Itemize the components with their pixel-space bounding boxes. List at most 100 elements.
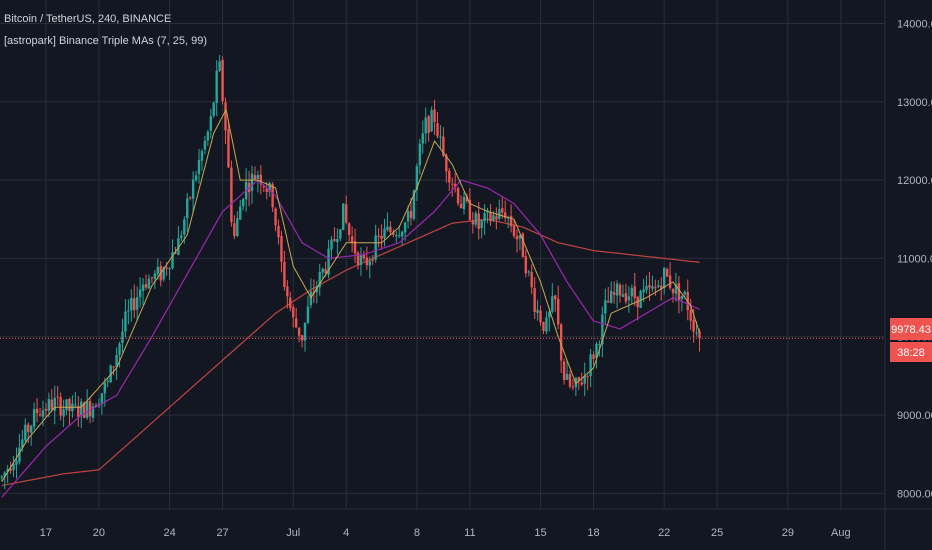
candle-body — [383, 228, 386, 239]
x-tick-label: 18 — [587, 527, 599, 539]
candle-body — [677, 282, 681, 301]
candle-body — [495, 216, 498, 220]
candle-body — [321, 268, 324, 273]
candle-body — [592, 354, 595, 360]
candle-body — [306, 306, 310, 323]
x-tick-label: 4 — [343, 527, 349, 539]
candle-body — [586, 376, 589, 378]
candle-body — [698, 331, 701, 339]
candle-body — [633, 286, 636, 298]
candle-body — [271, 184, 274, 208]
candle-body — [283, 261, 286, 287]
candle-body — [18, 447, 21, 462]
candle-body — [536, 309, 539, 313]
candle-body — [38, 414, 42, 416]
candle-body — [353, 241, 357, 254]
candle-body — [671, 288, 675, 294]
price-axis[interactable]: 8000.009000.0010000.0011000.0012000.0013… — [897, 18, 932, 500]
price-badge: 9978.43 38:28 — [890, 318, 932, 362]
candle-body — [324, 269, 327, 274]
y-tick-label: 13000.00 — [897, 97, 932, 109]
candle-body — [471, 220, 475, 225]
candle-body — [9, 468, 12, 471]
candle-body — [94, 405, 98, 407]
x-tick-label: 24 — [163, 527, 175, 539]
candle-body — [521, 233, 525, 258]
candle-body — [191, 179, 195, 199]
candle-body — [695, 332, 698, 334]
x-tick-label: 20 — [93, 527, 105, 539]
candle-body — [336, 238, 339, 243]
candle-body — [162, 267, 165, 280]
candle-body — [409, 210, 413, 219]
candle-body — [350, 236, 354, 243]
indicator-title[interactable]: [astropark] Binance Triple MAs (7, 25, 9… — [4, 35, 207, 47]
candle-body — [206, 131, 210, 141]
candle-body — [342, 203, 345, 230]
candle-body — [44, 408, 48, 411]
candle-body — [492, 215, 495, 220]
price-badge-timer: 38:28 — [897, 347, 925, 359]
candle-body — [424, 117, 427, 134]
candle-body — [509, 215, 513, 227]
time-axis[interactable]: 17 20 24 27 Jul 4 8 11 15 18 22 25 29 Aug — [40, 527, 851, 539]
candle-body — [144, 284, 148, 288]
candle-body — [415, 165, 419, 190]
candle-body — [68, 398, 71, 412]
candle-body — [165, 267, 168, 269]
candle-body — [483, 213, 486, 222]
candle-body — [468, 199, 472, 220]
candle-body — [562, 361, 566, 380]
price-badge-value: 9978.43 — [891, 324, 931, 336]
candle-body — [527, 271, 530, 273]
candle-body — [259, 174, 263, 185]
candle-body — [380, 235, 383, 240]
candle-body — [362, 253, 366, 259]
candle-body — [12, 463, 15, 471]
candle-body — [604, 300, 607, 314]
candle-body — [627, 296, 631, 301]
candle-body — [545, 317, 548, 332]
candle-body — [542, 321, 545, 331]
candle-body — [615, 283, 619, 296]
candle-body — [648, 284, 651, 288]
candle-body — [88, 401, 92, 417]
candle-body — [56, 396, 59, 398]
candle-body — [180, 235, 183, 238]
candle-body — [512, 226, 516, 237]
candlestick-series — [0, 54, 701, 490]
candle-body — [433, 109, 436, 122]
symbol-title[interactable]: Bitcoin / TetherUS, 240, BINANCE — [4, 13, 172, 25]
candle-body — [462, 197, 466, 210]
candle-body — [218, 61, 221, 71]
ma25-path — [1, 179, 700, 498]
candle-body — [347, 223, 351, 235]
candle-body — [233, 223, 236, 237]
candle-body — [571, 386, 575, 388]
y-tick-label: 8000.00 — [897, 488, 932, 500]
candle-body — [453, 183, 457, 188]
candle-body — [551, 296, 554, 312]
candle-body — [389, 226, 392, 233]
x-tick-label: 27 — [216, 527, 228, 539]
candle-body — [150, 277, 154, 279]
candle-body — [577, 377, 581, 382]
candle-body — [568, 374, 572, 387]
candle-body — [186, 198, 189, 219]
x-tick-label: 8 — [414, 527, 420, 539]
candle-body — [224, 102, 227, 131]
candle-body — [330, 239, 333, 250]
candle-body — [645, 285, 648, 290]
candle-body — [565, 373, 569, 380]
candle-body — [188, 197, 192, 199]
candle-body — [112, 366, 115, 368]
candle-body — [200, 150, 204, 161]
candle-body — [286, 286, 289, 297]
candle-body — [197, 160, 201, 174]
candle-body — [35, 408, 39, 414]
candle-body — [618, 284, 622, 296]
candle-body — [50, 399, 54, 410]
y-tick-label: 9000.00 — [897, 410, 932, 422]
candle-body — [236, 218, 239, 236]
